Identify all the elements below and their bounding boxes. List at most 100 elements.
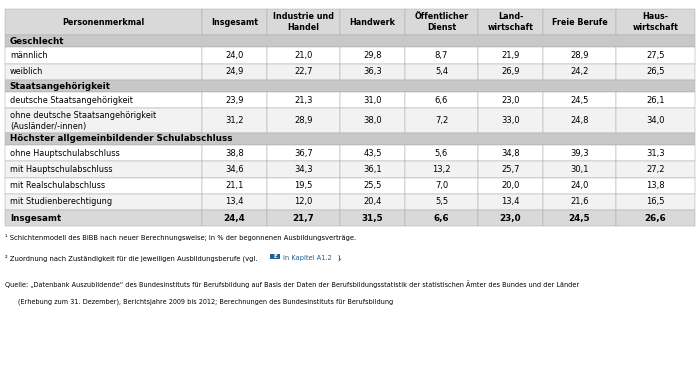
Text: Land-
wirtschaft: Land- wirtschaft [487,12,533,32]
Text: ohne deutsche Staatsangehörigkeit
(Ausländer/-innen): ohne deutsche Staatsangehörigkeit (Auslä… [10,110,156,131]
Text: 24,5: 24,5 [570,96,589,105]
Bar [405,64,477,80]
Bar [616,109,695,133]
Text: 31,2: 31,2 [225,116,244,125]
Bar [405,47,477,64]
Bar [543,177,616,194]
Bar [202,177,267,194]
Bar [405,194,477,210]
Text: 23,0: 23,0 [501,96,519,105]
Text: 6,6: 6,6 [433,214,449,223]
Text: 43,5: 43,5 [363,149,382,158]
Text: Freie Berufe: Freie Berufe [552,18,608,27]
Text: Öffentlicher
Dienst: Öffentlicher Dienst [414,12,468,32]
Bar [5,47,202,64]
Bar [5,109,202,133]
Bar [477,194,543,210]
Text: 5,4: 5,4 [435,67,448,76]
Bar [340,161,405,177]
Text: 24,2: 24,2 [570,67,589,76]
Text: 24,4: 24,4 [223,214,245,223]
Bar [340,109,405,133]
Text: 5,5: 5,5 [435,197,448,206]
Text: 24,9: 24,9 [225,67,244,76]
Text: 21,9: 21,9 [501,51,519,60]
Bar [5,210,202,226]
Text: 19,5: 19,5 [294,181,313,190]
Text: 8,7: 8,7 [435,51,448,60]
Bar [543,145,616,161]
Text: 13,4: 13,4 [501,197,519,206]
Bar [267,64,339,80]
Bar [616,194,695,210]
Bar [340,47,405,64]
Text: 16,5: 16,5 [646,197,665,206]
Bar [477,161,543,177]
Bar [477,64,543,80]
Text: 22,7: 22,7 [294,67,313,76]
Bar [616,161,695,177]
Text: 28,9: 28,9 [294,116,313,125]
Text: 39,3: 39,3 [570,149,589,158]
Text: 38,8: 38,8 [225,149,244,158]
Bar [405,9,477,35]
Bar [543,161,616,177]
Text: Höchster allgemeinbildender Schulabschluss: Höchster allgemeinbildender Schulabschlu… [10,134,232,144]
Text: 34,6: 34,6 [225,165,244,174]
Text: 26,6: 26,6 [645,214,666,223]
Text: 36,3: 36,3 [363,67,382,76]
Bar [270,254,280,259]
Bar [202,92,267,109]
Text: 23,0: 23,0 [500,214,522,223]
Bar [405,210,477,226]
Bar [543,47,616,64]
Text: 31,0: 31,0 [363,96,382,105]
Bar [267,47,339,64]
Bar [477,145,543,161]
Text: 38,0: 38,0 [363,116,382,125]
Text: 29,8: 29,8 [363,51,382,60]
Bar [5,64,202,80]
Bar [5,145,202,161]
Bar [202,145,267,161]
Text: 21,7: 21,7 [293,214,314,223]
Bar [267,161,339,177]
Text: 23,9: 23,9 [225,96,244,105]
Text: 34,8: 34,8 [501,149,520,158]
Text: 33,0: 33,0 [501,116,520,125]
Text: ¹ Schichtenmodell des BIBB nach neuer Berechnungsweise; in % der begonnenen Ausb: ¹ Schichtenmodell des BIBB nach neuer Be… [5,234,356,241]
Text: 28,9: 28,9 [570,51,589,60]
Bar [405,109,477,133]
Text: 20,0: 20,0 [501,181,519,190]
Text: 13,8: 13,8 [646,181,665,190]
Text: Staatsangehörigkeit: Staatsangehörigkeit [10,82,111,91]
Text: 12,0: 12,0 [294,197,313,206]
Bar [5,133,695,145]
Bar [405,92,477,109]
Bar [267,177,339,194]
Bar [5,80,695,92]
Bar [616,9,695,35]
Text: 21,1: 21,1 [225,181,244,190]
Text: 21,6: 21,6 [570,197,589,206]
Text: 24,8: 24,8 [570,116,589,125]
Text: 5,6: 5,6 [435,149,448,158]
Text: 21,3: 21,3 [294,96,313,105]
Bar [616,92,695,109]
Text: 34,3: 34,3 [294,165,313,174]
Bar [5,177,202,194]
Text: Quelle: „Datenbank Auszubildende“ des Bundesinstituts für Berufsbildung auf Basi: Quelle: „Datenbank Auszubildende“ des Bu… [5,280,579,287]
Bar [267,92,339,109]
Text: 30,1: 30,1 [570,165,589,174]
Text: Handwerk: Handwerk [349,18,396,27]
Text: 27,2: 27,2 [646,165,665,174]
Bar [340,92,405,109]
Bar [477,47,543,64]
Bar [267,194,339,210]
Text: in Kapitel A1.2: in Kapitel A1.2 [284,255,332,261]
Text: 27,5: 27,5 [646,51,665,60]
Text: Personenmerkmal: Personenmerkmal [62,18,144,27]
Bar [340,64,405,80]
Bar [405,177,477,194]
Text: Insgesamt: Insgesamt [10,214,61,223]
